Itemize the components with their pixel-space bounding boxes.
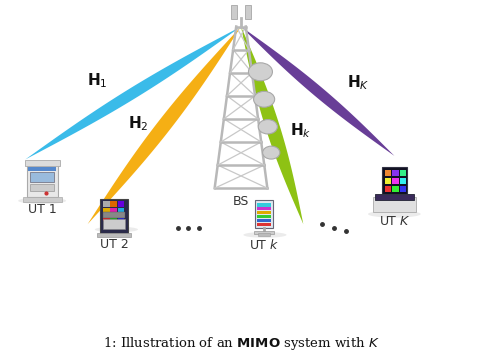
Polygon shape	[26, 26, 241, 159]
Ellipse shape	[368, 210, 421, 218]
Bar	[392, 178, 399, 184]
Bar	[257, 203, 271, 206]
Bar	[400, 170, 406, 176]
Text: UT 1: UT 1	[28, 203, 56, 216]
Text: UT $k$: UT $k$	[249, 239, 279, 252]
Bar	[110, 215, 117, 221]
Text: UT 2: UT 2	[100, 239, 128, 252]
Bar	[30, 172, 54, 182]
Polygon shape	[88, 26, 241, 224]
Bar	[104, 219, 124, 230]
Bar	[385, 170, 391, 176]
Polygon shape	[241, 26, 303, 224]
Bar	[385, 178, 391, 184]
Bar	[104, 201, 109, 207]
Bar	[231, 5, 237, 19]
Bar	[257, 207, 271, 210]
Bar	[30, 184, 54, 191]
Bar	[382, 167, 407, 194]
Bar	[25, 160, 60, 166]
Circle shape	[254, 91, 275, 107]
FancyBboxPatch shape	[27, 163, 58, 197]
Bar	[118, 201, 123, 207]
Text: $\mathbf{H}_1$: $\mathbf{H}_1$	[87, 71, 107, 90]
Circle shape	[249, 63, 272, 81]
Bar	[254, 231, 274, 234]
Bar	[23, 197, 62, 202]
Bar	[392, 170, 399, 176]
Circle shape	[263, 146, 280, 159]
Polygon shape	[241, 26, 394, 156]
Bar	[258, 233, 270, 236]
Text: BS: BS	[233, 195, 249, 208]
Bar	[385, 186, 391, 192]
Bar	[97, 233, 131, 237]
Bar	[104, 211, 124, 218]
Bar	[400, 178, 406, 184]
Bar	[110, 201, 117, 207]
Ellipse shape	[95, 227, 138, 232]
Ellipse shape	[243, 232, 286, 238]
Text: UT $K$: UT $K$	[378, 215, 410, 228]
Bar	[104, 208, 109, 214]
Bar	[257, 219, 271, 222]
Ellipse shape	[18, 198, 66, 204]
Bar	[257, 215, 271, 218]
Circle shape	[258, 119, 277, 134]
Bar	[28, 167, 56, 171]
Text: $\mathbf{H}_2$: $\mathbf{H}_2$	[128, 114, 148, 133]
Bar	[255, 200, 273, 228]
Bar	[400, 186, 406, 192]
Text: 1: Illustration of an $\mathbf{MIMO}$ system with $K$: 1: Illustration of an $\mathbf{MIMO}$ sy…	[103, 334, 379, 352]
Bar	[104, 215, 109, 221]
Bar	[257, 211, 271, 214]
Text: $\mathbf{H}_k$: $\mathbf{H}_k$	[290, 121, 311, 140]
Bar	[245, 5, 251, 19]
Bar	[110, 208, 117, 214]
Bar	[257, 223, 271, 226]
Bar	[392, 186, 399, 192]
Bar	[100, 199, 128, 233]
Bar	[118, 208, 123, 214]
Bar	[375, 194, 414, 200]
Bar	[373, 197, 416, 211]
Text: $\mathbf{H}_K$: $\mathbf{H}_K$	[347, 73, 370, 92]
Bar	[118, 215, 123, 221]
